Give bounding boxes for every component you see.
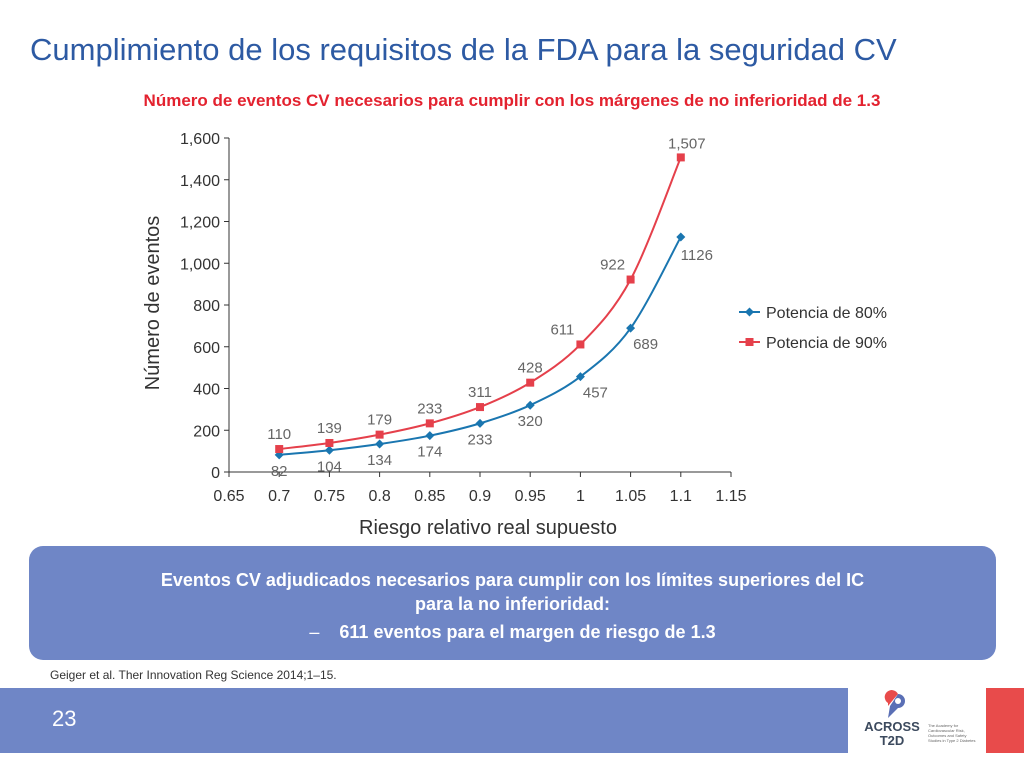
data-point xyxy=(275,445,284,454)
y-tick-label: 800 xyxy=(193,298,220,315)
data-label: 457 xyxy=(583,385,608,402)
x-tick-label: 0.85 xyxy=(414,488,445,505)
slide-subtitle: Número de eventos CV necesarios para cum… xyxy=(143,91,881,110)
data-point xyxy=(476,403,484,412)
y-tick-label: 1,000 xyxy=(180,256,220,273)
data-label: 179 xyxy=(367,412,392,429)
x-tick-label: 0.9 xyxy=(469,488,491,505)
y-tick-label: 200 xyxy=(193,423,220,440)
x-tick-label: 0.65 xyxy=(213,488,244,505)
reference-citation: Geiger et al. Ther Innovation Reg Scienc… xyxy=(50,668,337,682)
data-point xyxy=(576,340,585,349)
x-axis-label: Riesgo relativo real supuesto xyxy=(359,517,617,539)
legend-label: Potencia de 90% xyxy=(766,335,887,352)
y-tick-label: 1,600 xyxy=(180,131,220,148)
x-tick-label: 0.95 xyxy=(515,488,546,505)
y-axis-label: Número de eventos xyxy=(142,216,164,391)
across-t2d-logo: ACROSS T2D The Academy for Cardiovascula… xyxy=(858,683,978,755)
data-label: 139 xyxy=(317,420,342,437)
callout-bullet-text: 611 eventos para el margen de riesgo de … xyxy=(339,622,716,642)
callout-line-2: para la no inferioridad: xyxy=(414,594,611,614)
data-label: 428 xyxy=(518,360,543,377)
data-label: 689 xyxy=(633,336,658,353)
data-label: 104 xyxy=(317,458,342,475)
legend-marker xyxy=(745,338,754,346)
data-point xyxy=(676,232,686,242)
footer-bar xyxy=(0,688,848,753)
y-tick-label: 400 xyxy=(193,382,220,399)
data-point xyxy=(525,400,535,410)
legend-marker xyxy=(745,307,754,317)
data-label: 320 xyxy=(518,413,543,430)
x-tick-label: 0.8 xyxy=(368,488,390,505)
data-point xyxy=(526,378,535,387)
data-label: 82 xyxy=(271,463,288,480)
data-label: 1,507 xyxy=(668,135,706,152)
data-point xyxy=(325,438,334,447)
data-label: 134 xyxy=(367,452,392,469)
data-point xyxy=(475,418,485,428)
data-point xyxy=(375,430,384,439)
y-tick-label: 1,400 xyxy=(180,173,220,190)
x-tick-label: 0.7 xyxy=(268,488,290,505)
data-point xyxy=(676,153,685,162)
callout-line-1: Eventos CV adjudicados necesarios para c… xyxy=(160,570,865,590)
x-tick-label: 0.75 xyxy=(314,488,345,505)
legend-label: Potencia de 80% xyxy=(766,305,887,322)
corner-accent xyxy=(986,688,1024,753)
chart-series: 82 104 134 174 233 320 457 689 1126 110 139 179 233 3… xyxy=(267,135,713,479)
logo-text: ACROSS T2D xyxy=(864,719,920,748)
y-tick-label: 600 xyxy=(193,340,220,357)
x-tick-label: 1.05 xyxy=(615,488,646,505)
data-point xyxy=(626,275,635,284)
data-label: 311 xyxy=(468,384,492,401)
heart-icon xyxy=(884,690,905,718)
data-label: 174 xyxy=(417,444,442,461)
data-point xyxy=(575,372,585,382)
callout-box: Eventos CV adjudicados necesarios para c… xyxy=(29,546,996,660)
data-point xyxy=(425,419,434,428)
dash-marker: – xyxy=(309,622,320,642)
data-label: 233 xyxy=(417,400,442,417)
data-point xyxy=(375,439,385,449)
y-tick-label: 1,200 xyxy=(180,215,220,232)
data-label: 110 xyxy=(267,426,291,443)
chart-axes: 0 200 400 600 800 1,000 1,200 1,400 1,600 0.65 0.7… xyxy=(180,131,747,505)
data-label: 1126 xyxy=(681,247,713,264)
data-label: 922 xyxy=(600,257,625,274)
data-point xyxy=(626,323,636,333)
x-tick-label: 1 xyxy=(576,488,585,505)
logo-tagline: The Academy for Cardiovascular Risk, Out… xyxy=(928,723,976,743)
data-point xyxy=(425,431,435,441)
x-tick-label: 1.1 xyxy=(670,488,692,505)
y-tick-label: 0 xyxy=(211,465,220,482)
page-number: 23 xyxy=(52,706,77,731)
data-point xyxy=(324,445,334,455)
slide-title: Cumplimiento de los requisitos de la FDA… xyxy=(30,32,897,67)
data-label: 233 xyxy=(467,431,492,448)
data-label: 611 xyxy=(550,321,574,338)
line-chart: 0 200 400 600 800 1,000 1,200 1,400 1,600 0.65 0.7… xyxy=(142,131,887,539)
chart-legend: Potencia de 80% Potencia de 90% xyxy=(739,305,887,352)
x-tick-label: 1.15 xyxy=(715,488,746,505)
callout-bullet: –611 eventos para el margen de riesgo de… xyxy=(29,620,996,644)
